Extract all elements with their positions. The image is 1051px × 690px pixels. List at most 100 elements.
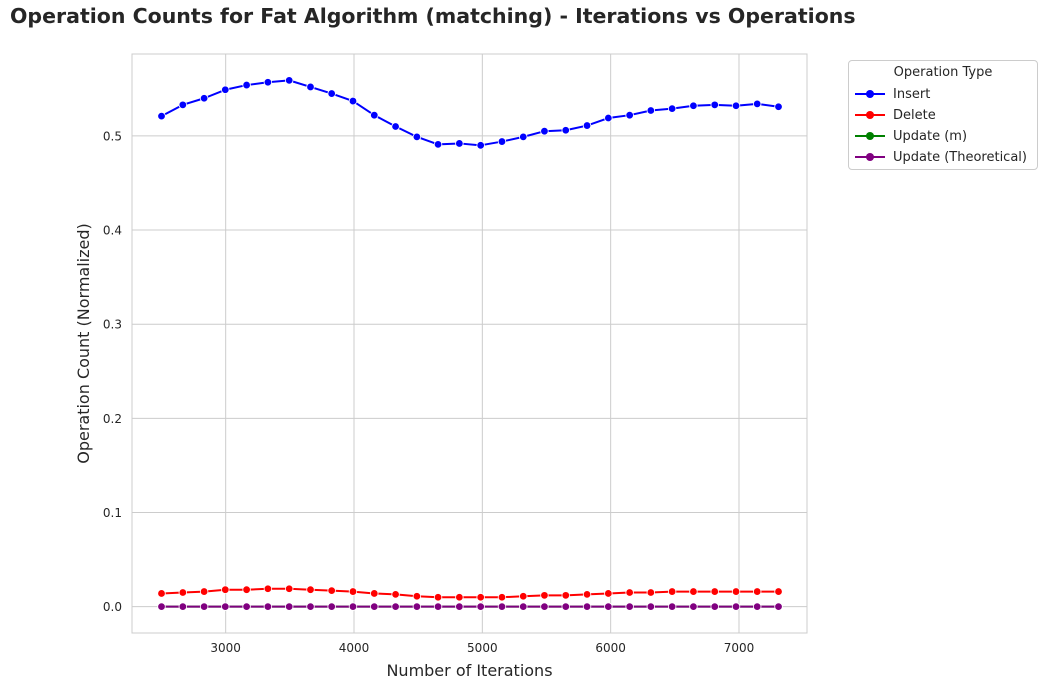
series-insert: [157, 76, 783, 150]
x-tick-label: 6000: [595, 641, 626, 655]
x-tick-label: 4000: [339, 641, 370, 655]
data-point: [263, 602, 273, 611]
y-tick-label: 0.1: [103, 506, 122, 520]
series-layer: [157, 76, 783, 611]
data-point: [561, 591, 570, 600]
data-point: [242, 585, 251, 594]
data-point: [667, 587, 677, 596]
data-point: [646, 602, 656, 611]
data-point: [327, 89, 336, 98]
data-point: [753, 602, 762, 611]
data-point: [540, 591, 549, 600]
legend-title: Operation Type: [893, 65, 993, 80]
data-point: [221, 602, 230, 611]
data-point: [774, 102, 783, 111]
data-point: [391, 590, 400, 599]
data-point: [327, 586, 336, 595]
legend-item: Update (m): [855, 127, 967, 145]
data-point: [199, 94, 209, 103]
y-tick-label: 0.5: [103, 129, 122, 143]
legend-label: Delete: [893, 107, 936, 123]
data-point: [242, 602, 251, 611]
data-point: [710, 587, 719, 596]
data-point: [731, 602, 741, 611]
data-point: [433, 602, 443, 611]
x-tick-label: 7000: [724, 641, 755, 655]
data-point: [582, 121, 592, 130]
series-line: [161, 587, 779, 599]
grid-lines: [132, 54, 807, 633]
data-point: [731, 587, 741, 596]
data-point: [455, 593, 464, 602]
data-point: [497, 137, 507, 146]
data-point: [753, 587, 762, 596]
data-point: [306, 82, 315, 92]
legend-swatch: [855, 127, 885, 145]
plot-area: [131, 53, 808, 634]
data-point: [667, 602, 677, 611]
data-point: [540, 126, 549, 136]
data-point: [667, 104, 677, 113]
data-point: [263, 584, 273, 593]
data-point: [540, 602, 549, 611]
data-point: [178, 602, 188, 611]
data-point: [412, 592, 422, 601]
data-point: [476, 593, 485, 602]
legend-swatch: [855, 85, 885, 103]
data-point: [391, 602, 400, 611]
y-tick-label: 0.4: [103, 224, 122, 238]
data-point: [178, 100, 188, 110]
legend-label: Update (Theoretical): [893, 149, 1027, 165]
data-point: [285, 76, 294, 85]
data-point: [582, 602, 592, 611]
data-point: [689, 101, 698, 110]
data-point: [199, 587, 209, 596]
data-point: [370, 602, 379, 611]
x-axis-label: Number of Iterations: [386, 661, 552, 680]
x-tick-label: 3000: [210, 641, 241, 655]
data-point: [370, 110, 379, 120]
data-point: [774, 602, 783, 611]
data-point: [306, 602, 315, 611]
data-point: [348, 587, 358, 596]
data-point: [157, 602, 166, 611]
data-point: [391, 122, 400, 131]
data-point: [731, 101, 741, 110]
data-point: [625, 602, 634, 611]
data-point: [455, 139, 464, 148]
legend-label: Insert: [893, 86, 931, 102]
data-point: [157, 111, 166, 121]
data-point: [604, 113, 613, 123]
data-point: [604, 602, 613, 611]
data-point: [561, 602, 570, 611]
data-point: [178, 588, 188, 597]
data-point: [348, 602, 358, 611]
data-point: [157, 589, 166, 598]
data-point: [689, 602, 698, 611]
data-point: [604, 589, 613, 598]
data-point: [519, 132, 528, 142]
data-point: [497, 593, 507, 602]
data-point: [306, 585, 315, 594]
data-point: [519, 592, 528, 601]
data-point: [476, 141, 485, 150]
data-point: [561, 126, 570, 135]
data-point: [433, 593, 443, 602]
data-point: [285, 584, 294, 593]
y-tick-label: 0.3: [103, 318, 122, 332]
legend-item: Update (Theoretical): [855, 148, 1027, 166]
data-point: [710, 100, 719, 110]
y-axis-label: Operation Count (Normalized): [74, 223, 93, 464]
legend-swatch: [855, 106, 885, 124]
x-tick-label: 5000: [467, 641, 498, 655]
chart-title: Operation Counts for Fat Algorithm (matc…: [10, 4, 856, 28]
data-point: [327, 602, 336, 611]
data-point: [221, 85, 230, 94]
data-point: [221, 585, 230, 594]
data-point: [412, 602, 422, 611]
data-point: [455, 602, 464, 611]
data-point: [519, 602, 528, 611]
data-point: [710, 602, 719, 611]
data-point: [689, 587, 698, 596]
